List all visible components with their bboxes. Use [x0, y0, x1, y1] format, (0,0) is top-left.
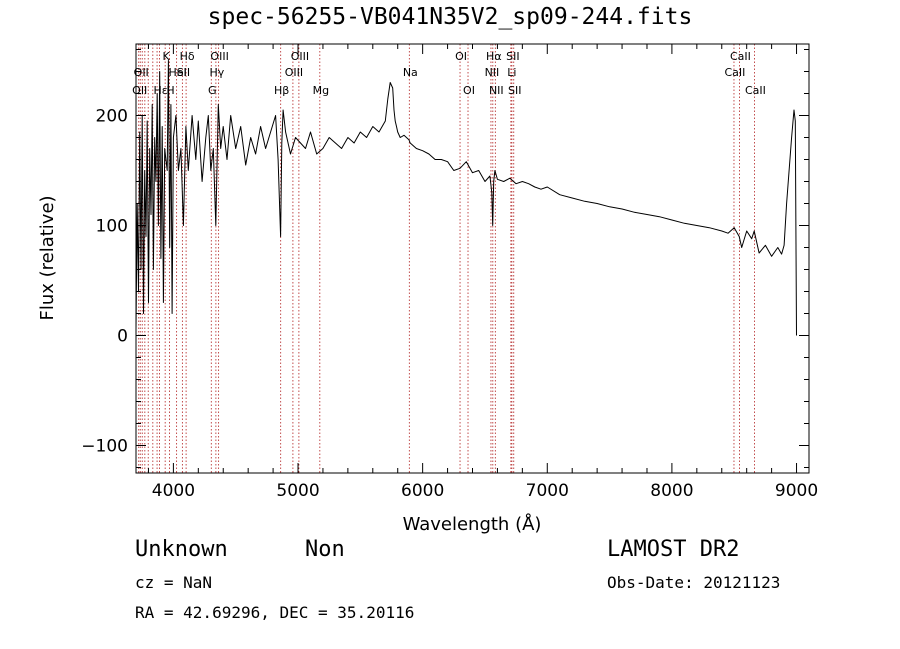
line-label: K [163, 50, 171, 63]
x-axis-label: Wavelength (Å) [403, 513, 542, 535]
y-axis-label: Flux (relative) [37, 195, 58, 320]
line-label: SII [508, 84, 521, 97]
line-label: Mg [313, 84, 329, 97]
y-tick-label: 0 [117, 327, 128, 347]
line-label: NII [489, 84, 504, 97]
ra-dec: RA = 42.69296, DEC = 35.20116 [135, 603, 415, 622]
y-tick-label: −100 [81, 437, 128, 457]
y-tick-label: 200 [96, 107, 128, 127]
line-label: Hα [486, 50, 502, 63]
x-tick-label: 9000 [775, 481, 818, 501]
line-label: OII [132, 84, 147, 97]
x-tick-label: 4000 [152, 481, 195, 501]
line-label: OIII [285, 66, 303, 79]
survey-name: LAMOST DR2 [607, 537, 740, 562]
x-tick-label: 7000 [526, 481, 569, 501]
spectrum-series [135, 60, 797, 336]
line-label: OIII [210, 50, 228, 63]
line-label: OI [455, 50, 467, 63]
line-label: H [166, 84, 174, 97]
line-labels: OIIOIIHεKHHeISIIHδGHγOIIIHβOIIIOIIIMgNaO… [132, 50, 766, 97]
y-tick-label: 100 [96, 217, 128, 237]
line-label: Na [403, 66, 418, 79]
line-label: Hβ [274, 84, 289, 97]
line-markers [138, 44, 755, 473]
line-label: NII [485, 66, 500, 79]
obs-date: Obs-Date: 20121123 [607, 573, 781, 592]
line-label: SII [177, 66, 190, 79]
line-label: Li [507, 66, 516, 79]
spectrum-line [135, 60, 797, 336]
line-label: CaII [745, 84, 766, 97]
object-class: Unknown [135, 537, 228, 562]
line-label: OII [134, 66, 149, 79]
line-label: CaII [730, 50, 751, 63]
line-label: Hδ [180, 50, 195, 63]
line-label: CaII [725, 66, 746, 79]
x-tick-label: 5000 [276, 481, 319, 501]
line-label: Hγ [209, 66, 224, 79]
x-tick-label: 6000 [401, 481, 444, 501]
plot-frame [135, 43, 810, 474]
line-label: OI [463, 84, 475, 97]
line-label: OIII [291, 50, 309, 63]
line-label: HeI [168, 66, 186, 79]
chart-title: spec-56255-VB041N35V2_sp09-244.fits [207, 4, 693, 30]
object-subclass: Non [305, 537, 345, 562]
line-label: G [208, 84, 217, 97]
axis-ticks: 4000 5000 6000 7000 8000 9000 −100 0 100 200 [81, 44, 818, 501]
redshift-cz: cz = NaN [135, 573, 213, 592]
line-label: SII [506, 50, 519, 63]
x-tick-label: 8000 [650, 481, 693, 501]
